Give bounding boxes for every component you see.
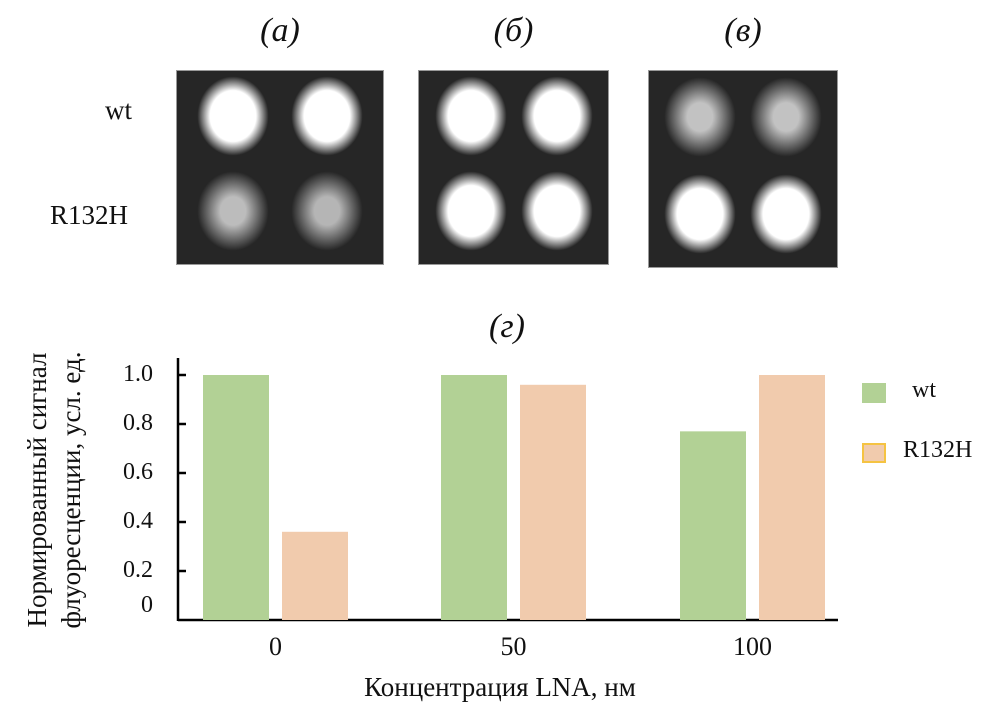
spot-r132h: [434, 171, 507, 252]
legend-label: R132H: [903, 437, 973, 463]
bar-r132h-50: [520, 384, 586, 620]
bar-r132h-100: [759, 375, 825, 620]
spot-wt: [197, 75, 270, 156]
y-tick-label: 0.8: [123, 410, 153, 436]
spot-r132h: [197, 171, 270, 252]
x-tick-label: 50: [500, 632, 527, 661]
legend-label: wt: [912, 377, 936, 403]
fluorescence-panel: [418, 70, 609, 265]
bar-r132h-0: [282, 531, 348, 620]
panel-label: (б): [493, 12, 534, 49]
fluorescence-panel: [176, 70, 384, 265]
spot-wt: [749, 76, 822, 157]
y-tick-label: 0.4: [123, 508, 153, 534]
fluorescence-panel: [648, 70, 838, 268]
y-tick-label: 0.2: [123, 557, 153, 583]
chart-title: (г): [489, 308, 525, 345]
spot-wt: [664, 76, 737, 157]
spot-r132h: [664, 173, 737, 254]
spot-wt: [434, 75, 507, 156]
spot-r132h: [290, 171, 363, 252]
row-label-wt: wt: [105, 95, 132, 125]
spot-wt: [290, 75, 363, 156]
spot-r132h: [749, 173, 822, 254]
bar-wt-0: [203, 375, 269, 620]
legend-swatch-r132h: [862, 443, 886, 463]
panel-label: (а): [260, 12, 300, 49]
x-axis-label: Концентрация LNA, нм: [364, 672, 636, 702]
y-tick-label: 0.6: [123, 459, 153, 485]
bar-wt-50: [441, 375, 507, 620]
y-tick-label: 1.0: [123, 361, 153, 387]
x-tick-label: 0: [269, 632, 282, 661]
row-label-r132h: R132H: [50, 200, 129, 230]
x-tick-label: 100: [733, 632, 772, 661]
legend-swatch-wt: [862, 383, 886, 403]
y-tick-label: 0: [141, 592, 153, 618]
bar-wt-100: [680, 431, 746, 620]
panel-label: (в): [724, 12, 762, 49]
spot-r132h: [520, 171, 593, 252]
spot-wt: [520, 75, 593, 156]
